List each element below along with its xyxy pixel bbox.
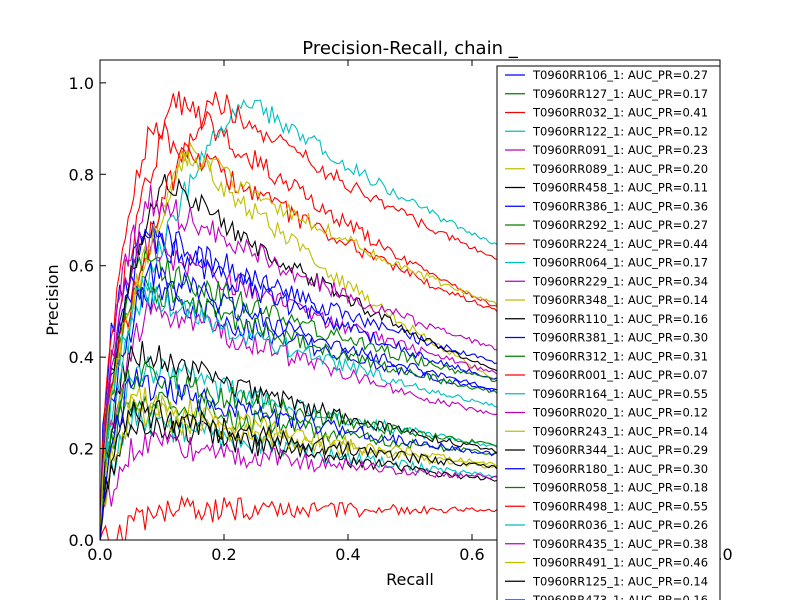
legend-label: T0960RR224_1: AUC_PR=0.44 (532, 237, 708, 251)
y-tick-label: 0.4 (69, 348, 94, 367)
x-tick-label: 0.6 (459, 545, 484, 564)
legend-label: T0960RR458_1: AUC_PR=0.11 (532, 181, 708, 195)
legend-label: T0960RR036_1: AUC_PR=0.26 (532, 518, 708, 532)
y-tick-label: 0.2 (69, 440, 94, 459)
x-tick-label: 0.4 (335, 545, 360, 564)
legend-label: T0960RR435_1: AUC_PR=0.38 (532, 537, 708, 551)
legend-label: T0960RR381_1: AUC_PR=0.30 (532, 331, 708, 345)
legend-label: T0960RR020_1: AUC_PR=0.12 (532, 406, 708, 420)
legend-label: T0960RR089_1: AUC_PR=0.20 (532, 162, 708, 176)
legend-label: T0960RR127_1: AUC_PR=0.17 (532, 87, 708, 101)
legend-label: T0960RR292_1: AUC_PR=0.27 (532, 218, 708, 232)
legend-label: T0960RR348_1: AUC_PR=0.14 (532, 293, 708, 307)
legend-label: T0960RR164_1: AUC_PR=0.55 (532, 387, 708, 401)
legend-label: T0960RR344_1: AUC_PR=0.29 (532, 443, 708, 457)
x-axis-label: Recall (386, 570, 434, 589)
legend-label: T0960RR110_1: AUC_PR=0.16 (532, 312, 708, 326)
legend-label: T0960RR180_1: AUC_PR=0.30 (532, 462, 708, 476)
legend-label: T0960RR091_1: AUC_PR=0.23 (532, 143, 708, 157)
legend-label: T0960RR058_1: AUC_PR=0.18 (532, 481, 708, 495)
legend-label: T0960RR491_1: AUC_PR=0.46 (532, 556, 708, 570)
y-tick-label: 0.8 (69, 165, 94, 184)
legend-label: T0960RR122_1: AUC_PR=0.12 (532, 124, 708, 138)
legend-label: T0960RR106_1: AUC_PR=0.27 (532, 68, 708, 82)
legend-label: T0960RR312_1: AUC_PR=0.31 (532, 349, 708, 363)
legend-label: T0960RR498_1: AUC_PR=0.55 (532, 499, 708, 513)
y-axis-label: Precision (43, 264, 62, 335)
legend-label: T0960RR229_1: AUC_PR=0.34 (532, 274, 708, 288)
chart-title: Precision-Recall, chain _ (302, 38, 518, 59)
y-tick-label: 0.6 (69, 257, 94, 276)
y-tick-label: 1.0 (69, 74, 94, 93)
x-tick-label: 0.2 (211, 545, 236, 564)
legend-label: T0960RR386_1: AUC_PR=0.36 (532, 199, 708, 213)
legend-label: T0960RR125_1: AUC_PR=0.14 (532, 574, 708, 588)
legend-label: T0960RR001_1: AUC_PR=0.07 (532, 368, 708, 382)
legend-label: T0960RR032_1: AUC_PR=0.41 (532, 106, 708, 120)
x-tick-label: 0.0 (87, 545, 112, 564)
legend-label: T0960RR243_1: AUC_PR=0.14 (532, 424, 708, 438)
legend-box (496, 65, 721, 600)
legend-label: T0960RR473_1: AUC_PR=0.16 (532, 593, 708, 600)
y-tick-label: 0.0 (69, 531, 94, 550)
legend-label: T0960RR064_1: AUC_PR=0.17 (532, 256, 708, 270)
legend: T0960RR106_1: AUC_PR=0.27 T0960RR127_1: A… (496, 65, 721, 600)
